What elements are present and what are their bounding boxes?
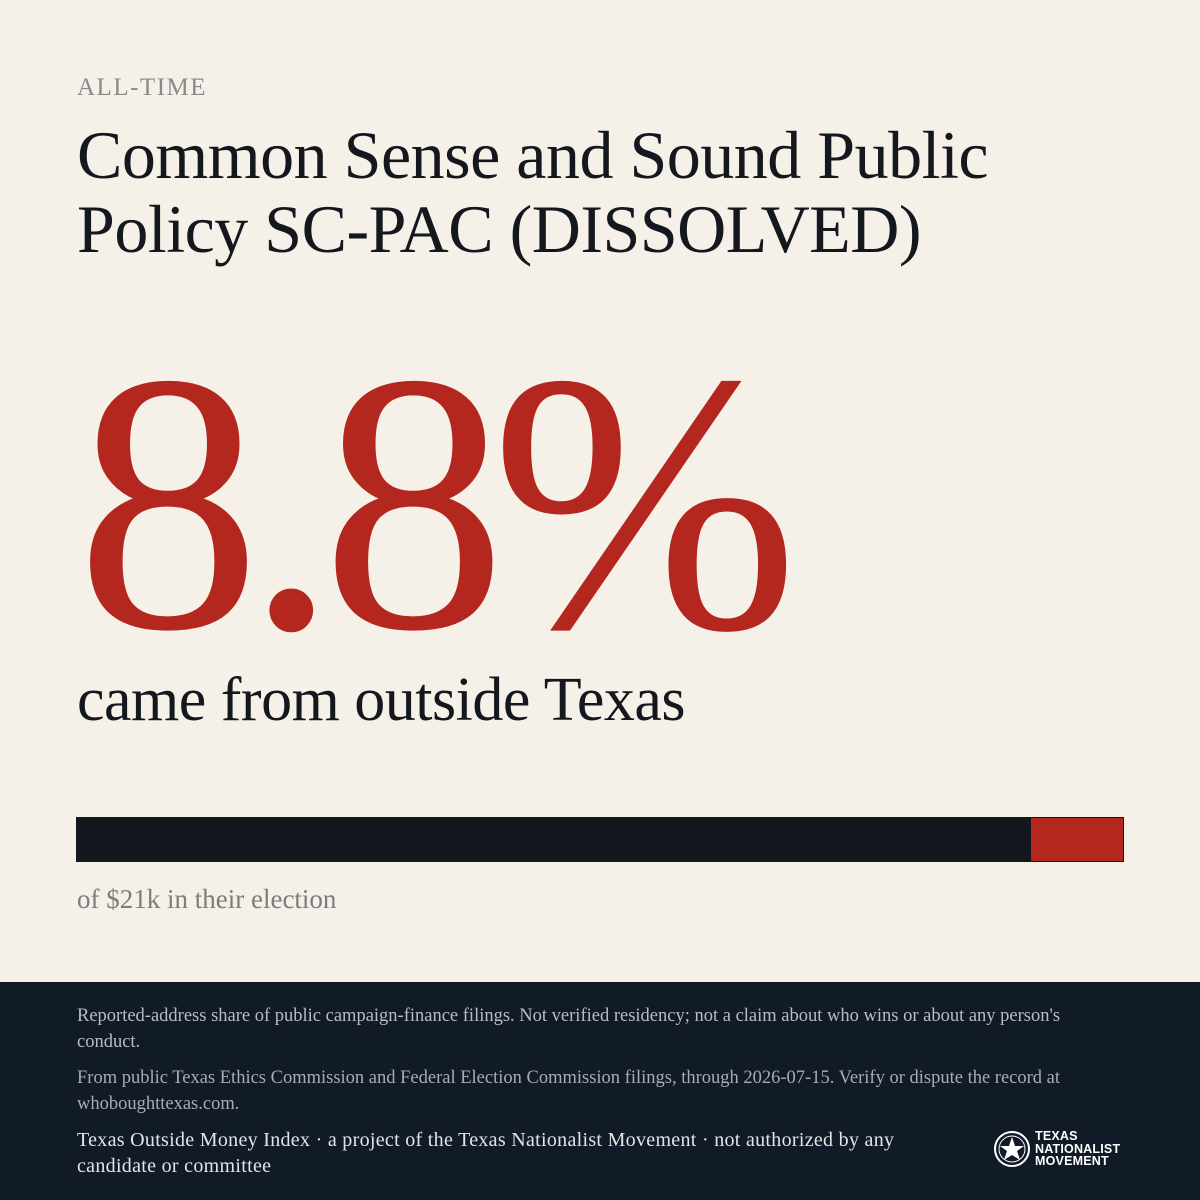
logo-line-nationalist: NATIONALIST [1035, 1141, 1121, 1156]
outside-share-label: came from outside Texas [77, 666, 686, 734]
period-label: ALL-TIME [77, 74, 208, 101]
footer-credit: Texas Outside Money Index · a project of… [77, 1129, 895, 1177]
logo-line-movement: MOVEMENT [1035, 1154, 1109, 1169]
star-seal-icon [994, 1131, 1030, 1167]
outside-share-value: 8.8% [76, 298, 799, 708]
share-bar [76, 817, 1124, 862]
footer-source: From public Texas Ethics Commission and … [77, 1068, 1061, 1114]
committee-title: Common Sense and Sound Public Policy SC-… [77, 117, 989, 267]
footer-disclaimer: Reported-address share of public campaig… [77, 1006, 1061, 1052]
total-caption: of $21k in their election [77, 884, 337, 914]
footer-panel [0, 982, 1200, 1200]
logo-line-texas: TEXAS [1035, 1129, 1078, 1144]
tnm-logo: TEXAS NATIONALIST MOVEMENT [993, 1130, 1120, 1168]
tnm-logo-text: TEXAS NATIONALIST MOVEMENT [1035, 1130, 1120, 1168]
share-bar-outside-fill [1030, 818, 1123, 861]
